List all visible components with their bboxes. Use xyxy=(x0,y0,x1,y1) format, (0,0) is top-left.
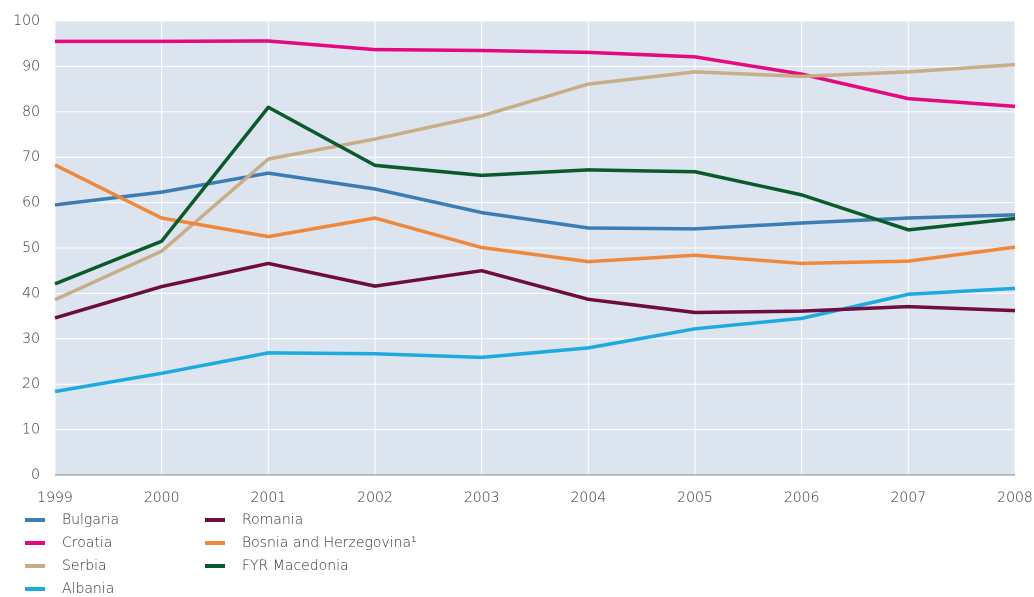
y-tick-label: 70 xyxy=(22,149,40,165)
x-tick-label: 2002 xyxy=(357,490,393,506)
line-series xyxy=(54,171,1016,231)
y-tick-label: 100 xyxy=(13,13,40,29)
line-series xyxy=(54,261,1016,320)
x-tick-label: 2000 xyxy=(144,490,180,506)
legend-label: Albania xyxy=(62,581,114,597)
y-tick-label: 30 xyxy=(22,331,40,347)
y-tick-label: 20 xyxy=(22,376,40,392)
y-tick-label: 40 xyxy=(22,285,40,301)
legend-label: FYR Macedonia xyxy=(242,558,349,574)
y-tick-label: 90 xyxy=(22,58,40,74)
x-tick-label: 1999 xyxy=(37,490,73,506)
x-tick-label: 2008 xyxy=(997,490,1033,506)
y-tick-label: 10 xyxy=(22,422,40,438)
legend-label: Romania xyxy=(242,512,303,528)
legend-label: Bulgaria xyxy=(62,512,119,528)
x-tick-label: 2006 xyxy=(784,490,820,506)
x-tick-label: 2005 xyxy=(677,490,713,506)
line-series xyxy=(54,105,1016,286)
line-series xyxy=(55,39,1016,109)
y-tick-label: 0 xyxy=(31,467,40,483)
legend-label: Bosnia and Herzegovina¹ xyxy=(242,535,417,551)
line-series xyxy=(54,163,1016,266)
x-tick-label: 2001 xyxy=(251,490,287,506)
y-tick-label: 60 xyxy=(22,195,40,211)
x-tick-label: 2003 xyxy=(464,490,500,506)
x-tick-label: 2007 xyxy=(891,490,927,506)
legend-label: Croatia xyxy=(62,535,112,551)
y-tick-label: 80 xyxy=(22,104,40,120)
line-series xyxy=(54,286,1016,394)
x-tick-label: 2004 xyxy=(571,490,607,506)
line-series xyxy=(54,62,1016,302)
y-tick-label: 50 xyxy=(22,240,40,256)
legend-label: Serbia xyxy=(62,558,107,574)
